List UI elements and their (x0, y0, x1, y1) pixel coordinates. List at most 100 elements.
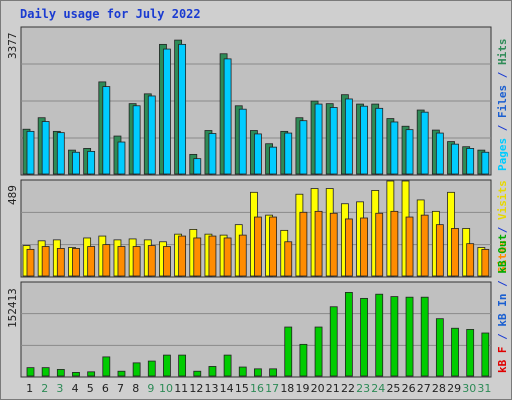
bot-bar-kb-out (284, 326, 293, 377)
top-bar-files (41, 121, 50, 175)
mid-bar-sites (360, 217, 368, 277)
legend-top-entry: / (496, 118, 509, 138)
top-bar-files (435, 132, 444, 175)
day-tick-label: 3 (56, 382, 63, 395)
mid-bar-sites (435, 224, 444, 277)
day-tick-label: 18 (280, 382, 294, 395)
mid-bar-sites (72, 248, 80, 277)
legend-top-entry: Files (496, 84, 509, 118)
bot-bar-kb-out (466, 329, 475, 377)
top-bar-files (451, 143, 459, 175)
top-bar-files (344, 98, 353, 175)
mid-bar-sites (405, 216, 414, 277)
day-tick-label: 12 (189, 382, 203, 395)
bot-bar-kb-out (102, 356, 111, 377)
day-tick-label: 5 (87, 382, 94, 395)
day-tick-label: 9 (147, 382, 154, 395)
mid-bar-sites (466, 243, 475, 277)
mid-bar-sites (420, 214, 429, 277)
mid-bar-sites (26, 248, 35, 277)
mid-bar-sites (178, 235, 187, 277)
bot-bar-kb-out (117, 370, 126, 377)
legend-top-entry: Hits (496, 38, 509, 66)
top-bar-files (102, 86, 111, 175)
top-bar-files (26, 130, 35, 175)
top-bar-files (223, 58, 232, 175)
day-tick-label: 11 (174, 382, 188, 395)
top-bar-files (360, 105, 368, 175)
day-tick-label: 23 (356, 382, 370, 395)
legend-bot-entry: / (496, 326, 509, 347)
bot-bar-kb-out (87, 371, 96, 377)
top-legend: Pages / Files / Hits (496, 39, 509, 172)
top-ymax-label: 3377 (6, 32, 19, 60)
day-tick-label: 2 (41, 382, 48, 395)
day-tick-label: 20 (311, 382, 325, 395)
mid-bar-sites (163, 246, 171, 277)
bot-bar-kb-out (254, 368, 262, 377)
top-bar-files (405, 129, 414, 175)
bot-bar-kb-out (132, 362, 141, 377)
day-tick-label: 15 (235, 382, 249, 395)
day-tick-label: 13 (205, 382, 219, 395)
bot-bar-kb-out (178, 354, 187, 377)
day-tick-label: 19 (295, 382, 309, 395)
day-tick-label: 28 (432, 382, 446, 395)
bot-bar-kb-out (481, 332, 490, 377)
top-bar-files (390, 121, 399, 175)
day-tick-label: 14 (220, 382, 234, 395)
bot-bar-kb-out (72, 372, 80, 377)
bot-bar-kb-out (269, 368, 277, 377)
bot-bar-kb-out (163, 354, 171, 377)
top-bar-files (314, 103, 323, 175)
bot-bar-kb-out (435, 318, 444, 377)
mid-bar-sites (284, 241, 293, 277)
legend-bot-entry: kB F (496, 346, 509, 374)
day-tick-label: 22 (341, 382, 355, 395)
top-bar-files (178, 43, 187, 175)
legend-bot-entry: / (496, 273, 509, 294)
mid-bar-sites (481, 248, 490, 277)
mid-bar-sites (329, 212, 338, 277)
top-bar-files (147, 95, 156, 175)
bot-bar-kb-out (390, 296, 399, 377)
bot-bar-kb-out (238, 366, 247, 377)
day-tick-label: 17 (265, 382, 279, 395)
bot-bar-kb-out (223, 354, 232, 377)
bot-bar-kb-out (208, 366, 217, 377)
day-tick-label: 4 (72, 382, 79, 395)
bot-bar-kb-out (193, 370, 202, 377)
mid-bar-sites (147, 245, 156, 277)
day-tick-label: 25 (386, 382, 400, 395)
legend-bot-entry: kB In (496, 293, 509, 327)
bot-bar-kb-out (375, 293, 384, 377)
bot-bar-kb-out (405, 296, 414, 377)
mid-bar-sites (87, 246, 96, 277)
mid-bar-sites (223, 237, 232, 277)
bot-bar-kb-out (344, 292, 353, 377)
day-tick-label: 31 (477, 382, 491, 395)
legend-top-entry: / (496, 65, 509, 85)
bot-bar-kb-out (451, 327, 459, 377)
mid-bar-sites (390, 210, 399, 277)
day-tick-label: 24 (371, 382, 385, 395)
day-tick-label: 26 (402, 382, 416, 395)
bot-bar-kb-out (41, 367, 50, 377)
bot-bar-kb-out (360, 297, 368, 377)
legend-mid-entry: Visits (496, 180, 509, 220)
mid-bar-sites (238, 234, 247, 277)
top-bar-files (329, 107, 338, 175)
top-bar-files (284, 132, 293, 175)
legend-top-entry: Pages (496, 137, 509, 171)
top-bar-files (238, 108, 247, 175)
top-bar-files (117, 141, 126, 175)
bot-plot-area (20, 281, 492, 378)
top-bar-files (163, 48, 171, 175)
mid-bar-sites (56, 248, 65, 277)
day-tick-label: 30 (462, 382, 476, 395)
mid-bar-sites (193, 237, 202, 277)
mid-bar-sites (451, 228, 459, 277)
day-tick-label: 29 (447, 382, 461, 395)
mid-bar-sites (269, 216, 277, 277)
